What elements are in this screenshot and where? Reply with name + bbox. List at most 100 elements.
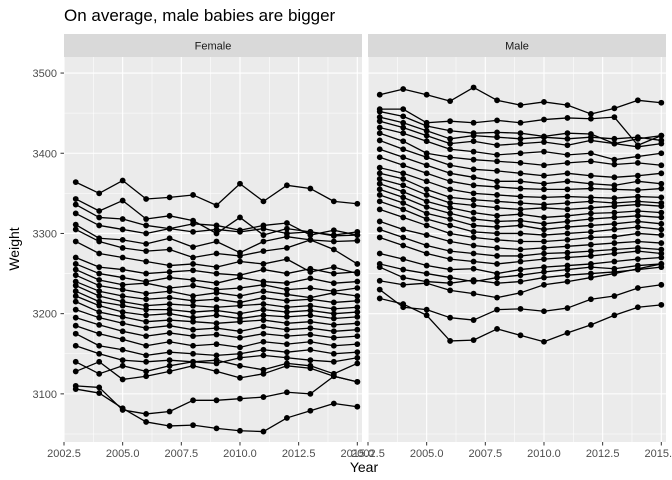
- y-tick-label: 3200: [33, 309, 57, 321]
- data-point: [330, 310, 337, 317]
- data-point: [541, 244, 547, 251]
- data-point: [634, 230, 641, 237]
- data-point: [284, 389, 290, 396]
- data-point: [190, 267, 196, 274]
- data-point: [354, 349, 361, 356]
- data-point: [611, 114, 618, 121]
- data-point: [376, 91, 383, 98]
- data-point: [96, 293, 103, 299]
- data-point: [470, 84, 477, 91]
- y-axis-title: Weight: [6, 227, 22, 270]
- data-point: [447, 338, 454, 344]
- series-line: [376, 118, 665, 150]
- data-point: [400, 274, 407, 281]
- data-point: [190, 422, 196, 429]
- data-point: [423, 154, 430, 161]
- data-point: [494, 167, 500, 174]
- data-point: [166, 330, 173, 336]
- data-point: [307, 302, 314, 309]
- data-point: [376, 286, 383, 293]
- series-line: [72, 306, 361, 335]
- x-tick-label: 2002.5: [351, 448, 385, 460]
- data-point: [470, 337, 477, 344]
- data-point: [143, 290, 150, 297]
- data-point: [658, 162, 665, 169]
- data-point: [400, 162, 407, 169]
- data-point: [260, 428, 267, 435]
- data-point: [400, 214, 407, 221]
- data-point: [588, 194, 594, 201]
- data-point: [119, 274, 126, 281]
- data-point: [447, 127, 454, 134]
- data-point: [260, 266, 267, 273]
- data-point: [376, 192, 383, 198]
- data-point: [541, 338, 547, 345]
- data-point: [330, 334, 337, 341]
- data-point: [634, 143, 641, 150]
- strip-background-male: [368, 34, 666, 57]
- series-line: [72, 322, 361, 351]
- data-point: [494, 117, 500, 124]
- y-tick-label: 3400: [33, 148, 57, 160]
- data-point: [564, 224, 571, 230]
- data-point: [588, 253, 594, 259]
- data-point: [494, 244, 500, 251]
- data-point: [330, 280, 337, 287]
- data-point: [447, 200, 454, 206]
- data-point: [72, 179, 79, 186]
- data-point: [423, 132, 430, 139]
- data-point: [447, 274, 454, 281]
- data-point: [330, 238, 337, 245]
- data-point: [354, 232, 361, 238]
- data-point: [541, 116, 547, 123]
- x-tick-label: 2010.0: [527, 448, 561, 460]
- data-point: [72, 282, 79, 289]
- series-line: [72, 226, 361, 267]
- data-point: [119, 298, 126, 305]
- data-point: [588, 111, 594, 117]
- data-point: [330, 289, 337, 296]
- data-point: [307, 407, 314, 414]
- data-point: [330, 305, 337, 312]
- series-line: [72, 358, 361, 385]
- data-point: [354, 304, 361, 311]
- data-point: [634, 201, 641, 208]
- data-point: [588, 222, 594, 229]
- data-point: [284, 286, 290, 293]
- data-point: [72, 226, 79, 233]
- data-point: [213, 397, 220, 404]
- data-point: [284, 415, 290, 421]
- data-point: [634, 224, 641, 230]
- data-point: [96, 358, 103, 365]
- data-point: [611, 209, 618, 216]
- data-point: [423, 127, 430, 134]
- data-point: [517, 102, 524, 109]
- data-point: [447, 118, 454, 125]
- data-point: [307, 312, 314, 319]
- data-point: [237, 328, 243, 335]
- data-point: [190, 244, 196, 250]
- data-point: [237, 344, 243, 351]
- x-tick-label: 2005.0: [106, 448, 140, 460]
- data-point: [307, 275, 314, 282]
- data-point: [237, 285, 243, 291]
- data-point: [447, 154, 454, 161]
- data-point: [658, 99, 665, 106]
- data-point: [564, 193, 571, 200]
- data-point: [588, 264, 594, 271]
- data-point: [611, 258, 618, 265]
- data-point: [330, 227, 337, 234]
- data-point: [119, 281, 126, 288]
- data-point: [494, 218, 500, 225]
- strip-label-male: Male: [505, 41, 529, 53]
- data-point: [470, 265, 477, 272]
- data-point: [376, 264, 383, 271]
- data-point: [96, 302, 103, 309]
- data-point: [634, 256, 641, 263]
- data-point: [588, 210, 594, 217]
- series-line: [72, 278, 361, 306]
- data-point: [143, 352, 150, 359]
- data-point: [494, 212, 500, 219]
- data-point: [143, 318, 150, 325]
- data-point: [72, 288, 79, 295]
